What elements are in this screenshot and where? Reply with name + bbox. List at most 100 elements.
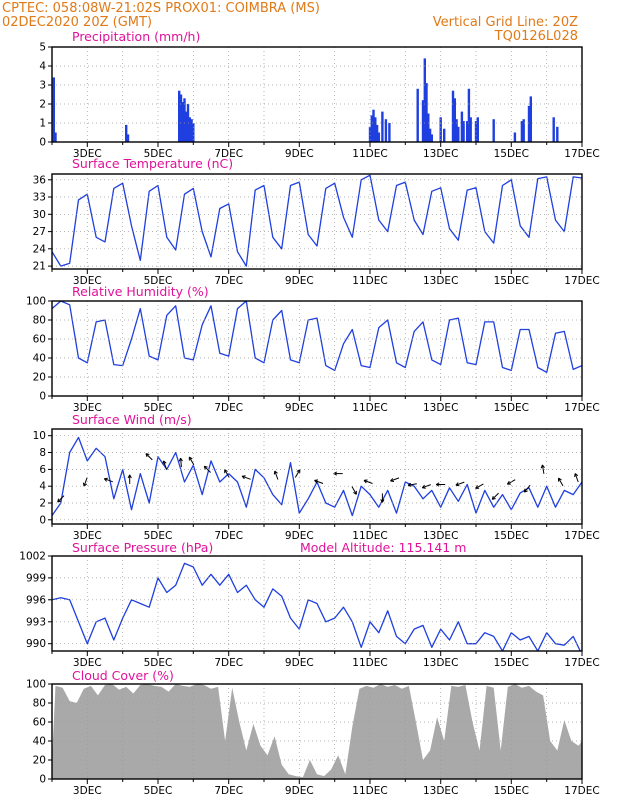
wind-arrow bbox=[178, 457, 183, 468]
rh-date-label: 17DEC bbox=[564, 402, 599, 414]
cloud-date-label: 15DEC bbox=[494, 785, 529, 797]
precip-ytick-label: 3 bbox=[39, 80, 46, 92]
wind-arrow bbox=[103, 477, 113, 483]
wind-panel: 0 2 4 6 8 10 3DEC 5DEC 7DEC 9DEC 11DEC 13DEC 15DEC 17… bbox=[33, 428, 600, 542]
precip-date-label: 13DEC bbox=[423, 148, 458, 160]
precip-bar bbox=[125, 124, 128, 142]
precip-bar bbox=[374, 117, 377, 142]
pres-date-label: 13DEC bbox=[423, 657, 458, 669]
rh-date-label: 15DEC bbox=[494, 402, 529, 414]
temp-date-label: 13DEC bbox=[423, 275, 458, 287]
precip-bar bbox=[460, 111, 464, 142]
precip-bar bbox=[377, 132, 380, 142]
temp-frame bbox=[51, 173, 583, 270]
temp-ytick-label: 24 bbox=[33, 243, 47, 255]
cloud-ytick-label: 40 bbox=[33, 736, 46, 748]
header-date: 02DEC2020 20Z (GMT) bbox=[2, 15, 152, 30]
wind-arrow bbox=[421, 484, 431, 489]
wind-arrow bbox=[203, 465, 211, 473]
cloud-date-label: 9DEC bbox=[285, 785, 314, 797]
precip-date-label: 3DEC bbox=[73, 148, 102, 160]
precip-bar bbox=[381, 111, 384, 142]
precip-bar bbox=[188, 117, 191, 142]
precip-bar bbox=[181, 102, 184, 142]
wind-arrow bbox=[241, 475, 251, 480]
wind-date-label: 5DEC bbox=[144, 530, 173, 542]
precip-ytick-label: 2 bbox=[39, 99, 46, 111]
pres-date-label: 5DEC bbox=[144, 657, 173, 669]
wind-arrow bbox=[380, 493, 385, 503]
wind-ytick-label: 2 bbox=[39, 498, 46, 510]
temp-title: Surface Temperature (nC) bbox=[72, 156, 233, 171]
wind-arrow bbox=[475, 483, 484, 489]
cloud-date-label: 11DEC bbox=[352, 785, 387, 797]
precip-bar bbox=[451, 90, 455, 142]
rh-line bbox=[52, 301, 582, 373]
temp-ytick-label: 33 bbox=[33, 192, 46, 204]
wind-date-label: 3DEC bbox=[73, 530, 102, 542]
rh-ytick-label: 0 bbox=[39, 391, 46, 403]
wind-arrow bbox=[574, 473, 579, 483]
rh-ytick-label: 80 bbox=[33, 315, 46, 327]
precip-bar bbox=[443, 128, 446, 142]
precip-bar bbox=[476, 117, 479, 142]
precip-bar bbox=[427, 113, 430, 142]
wind-arrow bbox=[407, 482, 417, 487]
precip-bar bbox=[190, 119, 193, 142]
rh-frame bbox=[51, 300, 583, 397]
wind-date-label: 13DEC bbox=[423, 530, 458, 542]
wind-frame bbox=[51, 428, 583, 525]
precip-bar bbox=[520, 121, 524, 142]
wind-date-label: 7DEC bbox=[214, 530, 243, 542]
cloud-date-label: 5DEC bbox=[144, 785, 173, 797]
pres-annotation: Model Altitude: 115.141 m bbox=[300, 540, 466, 555]
wind-date-label: 17DEC bbox=[564, 530, 599, 542]
cloud-ytick-label: 20 bbox=[33, 755, 46, 767]
pres-title: Surface Pressure (hPa) bbox=[72, 540, 213, 555]
wind-arrow bbox=[540, 464, 545, 474]
precip-bar bbox=[126, 134, 130, 142]
wind-arrow bbox=[224, 469, 230, 478]
precip-bar bbox=[375, 124, 379, 142]
precip-bar bbox=[421, 100, 425, 142]
header-location: CPTEC: 058:08W-21:02S PROX01: COIMBRA (M… bbox=[2, 1, 320, 16]
rh-ytick-label: 60 bbox=[33, 334, 46, 346]
temp-date-label: 5DEC bbox=[144, 275, 173, 287]
wind-ytick-label: 10 bbox=[33, 430, 46, 442]
rh-date-label: 7DEC bbox=[214, 402, 243, 414]
cloud-date-label: 13DEC bbox=[423, 785, 458, 797]
temp-ytick-label: 30 bbox=[33, 209, 46, 221]
precip-bar bbox=[428, 128, 432, 142]
precip-bar bbox=[416, 88, 419, 142]
cloud-date-label: 7DEC bbox=[214, 785, 243, 797]
cloud-panel: 0 20 40 60 80 100 3DEC 5DEC 7DEC 9DEC 11DEC 13DEC 15… bbox=[26, 679, 600, 798]
wind-arrow bbox=[273, 470, 279, 480]
wind-title: Surface Wind (m/s) bbox=[72, 412, 192, 427]
cloud-date-label: 3DEC bbox=[73, 785, 102, 797]
precip-bar bbox=[492, 119, 495, 142]
temp-date-label: 17DEC bbox=[564, 275, 599, 287]
cloud-date-label: 17DEC bbox=[564, 785, 599, 797]
precip-bar bbox=[430, 134, 433, 142]
pres-date-label: 9DEC bbox=[285, 657, 314, 669]
rh-ytick-label: 40 bbox=[33, 353, 46, 365]
wind-arrow bbox=[351, 486, 357, 495]
precip-bar bbox=[466, 121, 469, 142]
precip-bar bbox=[462, 121, 465, 142]
pres-ytick-label: 999 bbox=[26, 572, 46, 584]
pres-date-label: 17DEC bbox=[564, 657, 599, 669]
precip-bar bbox=[552, 117, 555, 142]
rh-date-label: 3DEC bbox=[73, 402, 102, 414]
precip-bar bbox=[370, 115, 373, 142]
wind-arrow bbox=[188, 456, 195, 466]
precip-ytick-label: 1 bbox=[39, 118, 46, 130]
wind-arrow bbox=[314, 479, 324, 484]
wind-arrow bbox=[523, 484, 531, 493]
precip-bar bbox=[178, 90, 181, 142]
rh-title: Relative Humidity (%) bbox=[72, 284, 209, 299]
rh-date-label: 13DEC bbox=[423, 402, 458, 414]
precip-bar bbox=[527, 105, 531, 142]
wind-arrow bbox=[491, 492, 499, 500]
precip-bar bbox=[425, 83, 428, 142]
